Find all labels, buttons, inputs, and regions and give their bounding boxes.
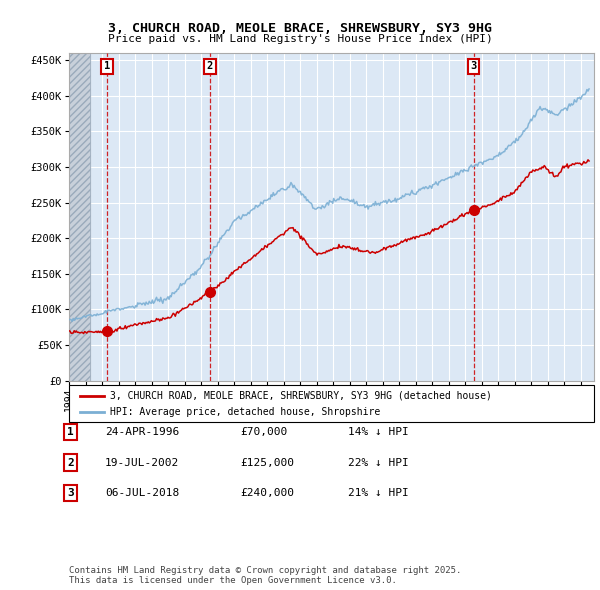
Text: 3, CHURCH ROAD, MEOLE BRACE, SHREWSBURY, SY3 9HG (detached house): 3, CHURCH ROAD, MEOLE BRACE, SHREWSBURY,… (110, 391, 491, 401)
Text: 22% ↓ HPI: 22% ↓ HPI (348, 458, 409, 467)
Text: Price paid vs. HM Land Registry's House Price Index (HPI): Price paid vs. HM Land Registry's House … (107, 34, 493, 44)
Text: 2: 2 (67, 458, 74, 467)
Text: Contains HM Land Registry data © Crown copyright and database right 2025.
This d: Contains HM Land Registry data © Crown c… (69, 566, 461, 585)
Text: 1: 1 (67, 427, 74, 437)
Text: 21% ↓ HPI: 21% ↓ HPI (348, 489, 409, 498)
Text: £240,000: £240,000 (240, 489, 294, 498)
Text: 14% ↓ HPI: 14% ↓ HPI (348, 427, 409, 437)
Text: 19-JUL-2002: 19-JUL-2002 (105, 458, 179, 467)
Text: £70,000: £70,000 (240, 427, 287, 437)
Text: 2: 2 (207, 61, 213, 71)
Text: 3: 3 (470, 61, 477, 71)
Text: 06-JUL-2018: 06-JUL-2018 (105, 489, 179, 498)
Bar (69, 53, 91, 381)
Text: HPI: Average price, detached house, Shropshire: HPI: Average price, detached house, Shro… (110, 407, 380, 417)
Text: 24-APR-1996: 24-APR-1996 (105, 427, 179, 437)
Text: 3, CHURCH ROAD, MEOLE BRACE, SHREWSBURY, SY3 9HG: 3, CHURCH ROAD, MEOLE BRACE, SHREWSBURY,… (108, 22, 492, 35)
Text: 1: 1 (104, 61, 110, 71)
Text: 3: 3 (67, 489, 74, 498)
Text: £125,000: £125,000 (240, 458, 294, 467)
Bar (69, 53, 91, 381)
